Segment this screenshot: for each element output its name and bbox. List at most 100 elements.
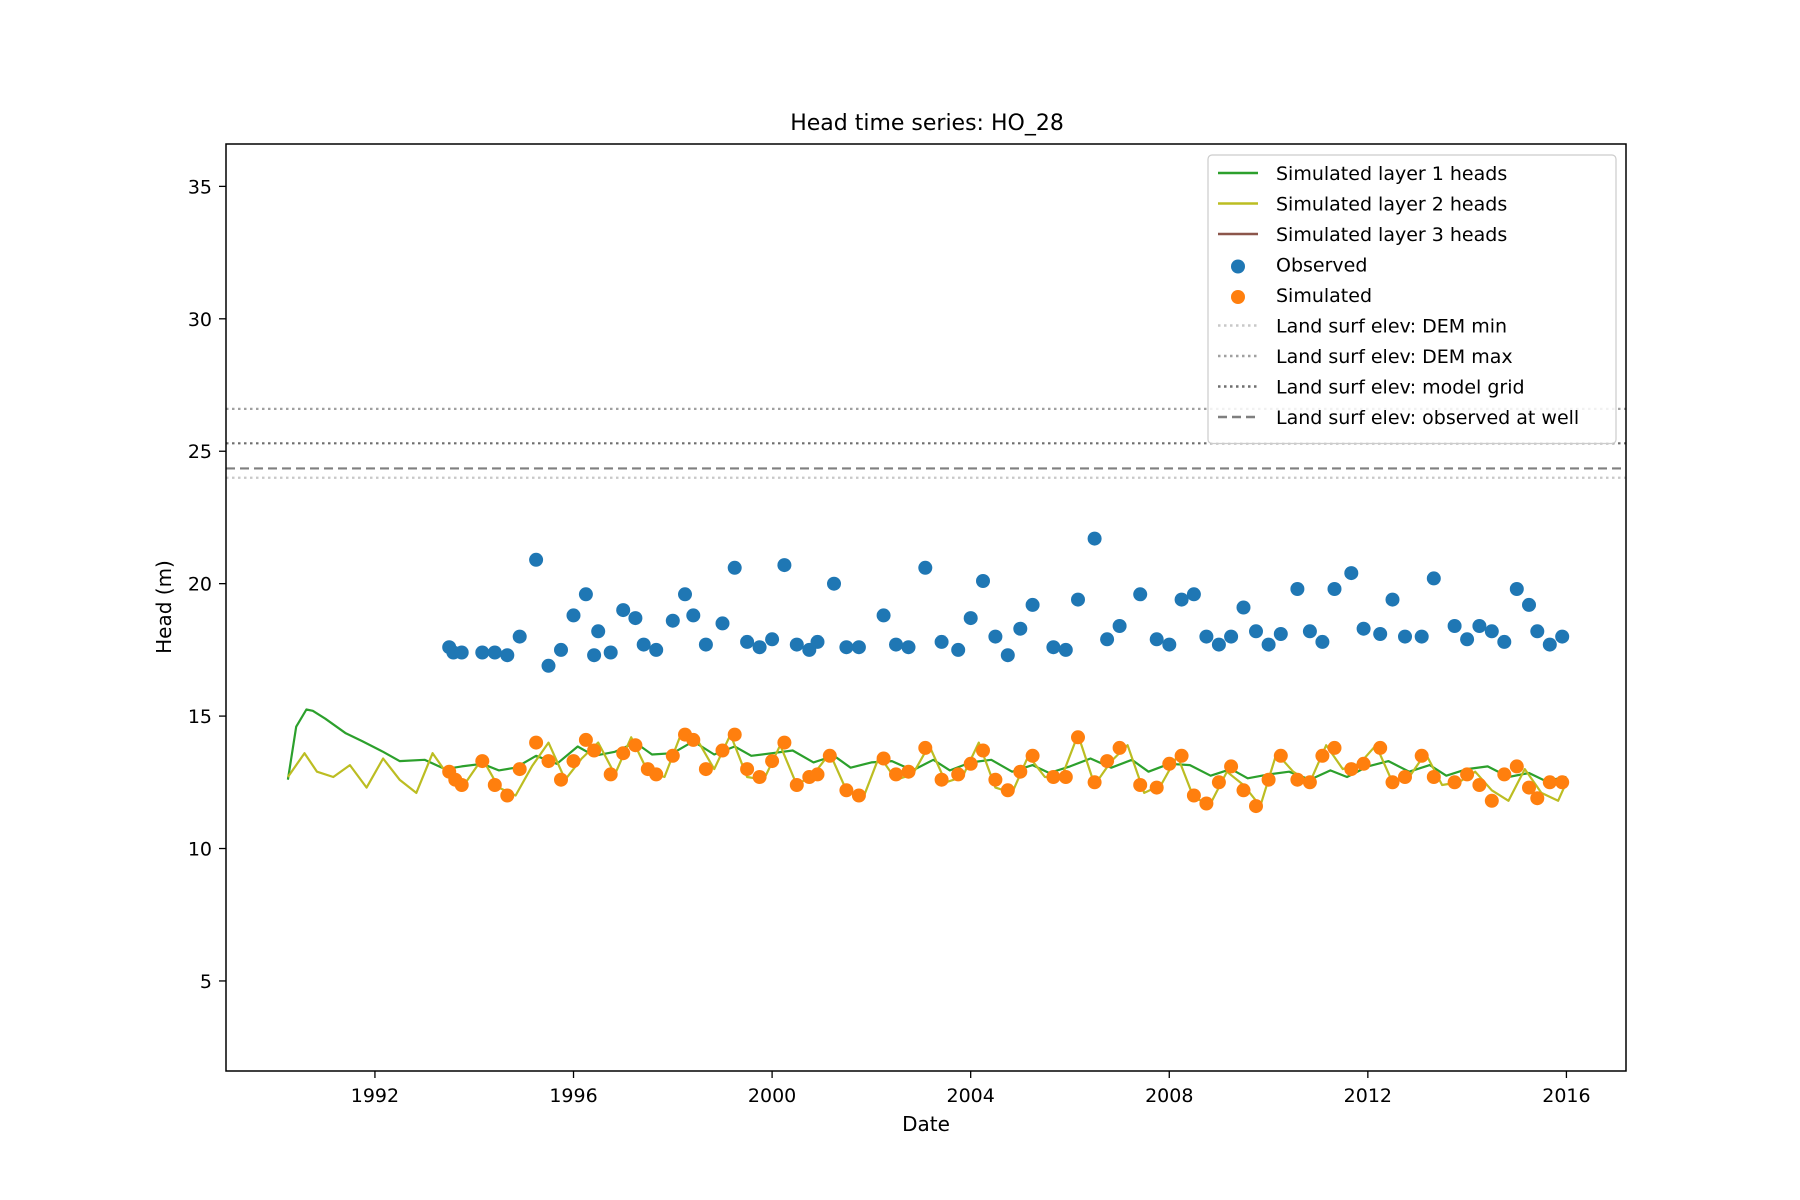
simulated-point — [810, 767, 825, 782]
observed-point — [1100, 632, 1115, 647]
simulated-point — [789, 778, 804, 792]
observed-point — [1174, 592, 1189, 607]
legend-entry-label: Land surf elev: DEM min — [1276, 316, 1507, 338]
y-tick-label: 30 — [188, 309, 212, 331]
y-tick-label: 20 — [188, 574, 212, 596]
simulated-point — [1373, 740, 1388, 755]
observed-point — [698, 637, 713, 652]
observed-point — [1542, 637, 1557, 652]
observed-point — [541, 658, 556, 673]
observed-point — [1071, 592, 1085, 607]
x-tick-label: 2012 — [1344, 1085, 1392, 1107]
chart-title: Head time series: HO_28 — [790, 111, 1064, 136]
observed-point — [901, 640, 916, 655]
observed-point — [616, 603, 631, 618]
observed-point — [591, 624, 606, 639]
simulated-point — [1555, 775, 1570, 790]
observed-point — [1385, 592, 1400, 607]
simulated-point — [715, 743, 730, 758]
simulated-point — [988, 772, 1003, 787]
observed-point — [1315, 634, 1330, 649]
legend-dot-marker — [1231, 259, 1245, 274]
simulated-point — [1302, 775, 1317, 790]
observed-point — [1224, 629, 1239, 644]
observed-point — [810, 634, 825, 649]
observed-point — [1025, 597, 1040, 612]
legend: Simulated layer 1 heads Simulated layer 2… — [1207, 154, 1617, 445]
simulated-point — [554, 772, 568, 787]
simulated-point — [1112, 740, 1127, 755]
simulated-point — [1211, 775, 1226, 790]
simulated-point — [1046, 770, 1061, 784]
y-tick-label: 25 — [188, 441, 212, 463]
simulated-point — [1447, 775, 1462, 790]
simulated-point — [698, 762, 713, 777]
observed-point — [1398, 629, 1412, 644]
simulated-point — [616, 746, 631, 761]
simulated-point — [963, 756, 978, 771]
simulated-point — [1186, 788, 1201, 803]
y-tick-label: 35 — [188, 176, 212, 198]
observed-point — [1509, 582, 1524, 596]
observed-point — [1290, 582, 1305, 596]
simulated-point — [500, 788, 515, 803]
simulated-point — [1327, 740, 1342, 755]
observed-point — [1356, 621, 1371, 636]
simulated-point — [1414, 748, 1429, 763]
observed-point — [454, 645, 469, 660]
simulated-point — [1174, 748, 1189, 763]
simulated-point — [541, 754, 556, 769]
observed-point — [1149, 632, 1164, 647]
observed-point — [1327, 582, 1342, 596]
simulated-point — [475, 754, 490, 769]
simulated-point — [628, 738, 643, 753]
observed-point — [1013, 621, 1028, 636]
simulated-point — [1224, 759, 1239, 774]
simulated-point — [1356, 756, 1371, 771]
y-tick-label: 15 — [188, 706, 212, 728]
observed-point — [1000, 648, 1015, 663]
simulated-point — [454, 778, 469, 792]
simulated-point — [1530, 791, 1545, 806]
observed-point — [554, 642, 568, 657]
simulated-point — [876, 751, 891, 766]
observed-point — [951, 642, 966, 657]
simulated-point — [1249, 799, 1263, 814]
observed-point — [740, 634, 755, 649]
simulated-point — [578, 732, 593, 747]
simulated-point — [512, 762, 527, 777]
observed-point — [665, 613, 680, 628]
simulated-point — [1542, 775, 1557, 790]
legend-box — [1207, 154, 1617, 445]
observed-point — [1460, 632, 1475, 647]
simulated-point — [951, 767, 966, 782]
x-tick-label: 2016 — [1542, 1085, 1590, 1107]
line-series-layer-1 — [286, 708, 1567, 783]
x-tick-label: 1996 — [549, 1085, 597, 1107]
simulated-point — [1460, 767, 1475, 782]
observed-point — [1484, 624, 1499, 639]
observed-point — [1261, 637, 1276, 652]
simulated-point — [1162, 756, 1177, 771]
observed-point — [1087, 531, 1102, 546]
observed-point — [1447, 619, 1462, 633]
y-tick-label: 5 — [200, 971, 212, 993]
observed-point — [976, 574, 990, 588]
simulated-point — [765, 754, 780, 769]
simulated-point — [752, 770, 767, 784]
scatter-points — [442, 531, 1570, 814]
simulated-point — [1149, 780, 1164, 795]
legend-entry-label: Land surf elev: model grid — [1276, 377, 1525, 399]
simulated-point — [851, 788, 866, 803]
observed-point — [1472, 619, 1487, 633]
observed-point — [603, 645, 618, 660]
simulated-point — [1000, 783, 1015, 798]
reference-lines — [226, 407, 1626, 479]
observed-point — [628, 611, 643, 626]
simulated-point — [1133, 778, 1148, 792]
observed-point — [649, 642, 664, 657]
y-tick-label: 10 — [188, 839, 212, 861]
simulated-point — [727, 727, 742, 742]
observed-point — [1112, 619, 1127, 633]
